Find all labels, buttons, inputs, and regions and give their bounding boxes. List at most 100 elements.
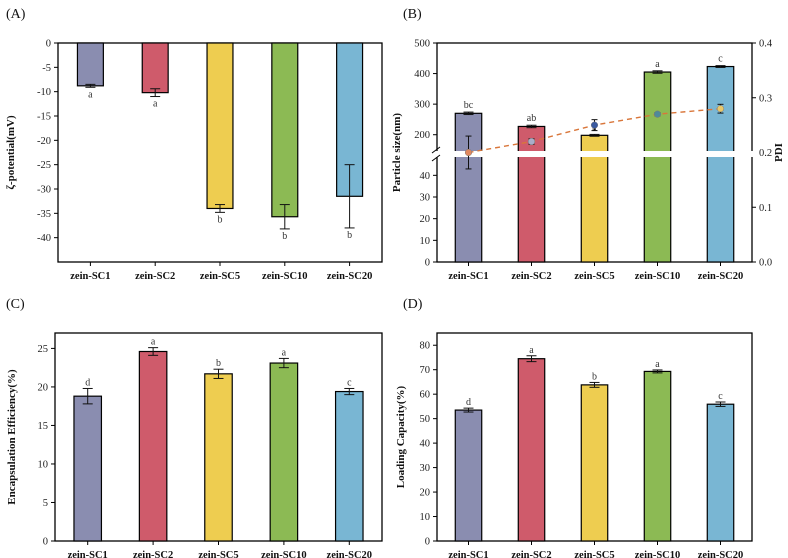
x-tick-label: zein-SC10 [261, 550, 307, 558]
y-tick-label: -15 [37, 112, 51, 123]
bar [643, 71, 672, 263]
x-tick-label: zein-SC1 [448, 550, 488, 558]
y-tick-label: 0 [425, 537, 430, 548]
x-tick-label: zein-SC20 [327, 550, 373, 558]
y2-tick-label: 0.3 [759, 93, 772, 104]
y-axis-label: Loading Capacity(%) [395, 385, 407, 488]
significance-label: d [466, 397, 471, 408]
axis-break-band [431, 151, 758, 157]
panel-label: (A) [6, 7, 26, 22]
bar [76, 42, 104, 87]
significance-label: a [88, 89, 93, 100]
x-tick-label: zein-SC1 [70, 271, 110, 282]
y-tick-label: 40 [420, 439, 431, 450]
x-tick-label: zein-SC20 [698, 550, 744, 558]
bar [706, 403, 735, 542]
y2-tick-label: 0.1 [759, 203, 772, 214]
bar [206, 42, 234, 210]
y-tick-label: 60 [420, 390, 431, 401]
bar [269, 362, 299, 542]
y-tick-label: 50 [420, 414, 431, 425]
significance-label: a [151, 337, 156, 348]
pdi-point [527, 138, 536, 146]
significance-label: b [216, 358, 221, 369]
axis-break-mark [431, 154, 441, 162]
y-tick-label: 500 [414, 39, 430, 50]
significance-label: d [85, 377, 90, 388]
y-tick-label: 40 [420, 171, 431, 182]
chart-panel-c: (C) 0 5 10 15 20 25 zein-SC1 zein-SC2 zein-SC5 zei… [6, 297, 383, 558]
y-tick-label: 70 [420, 365, 431, 376]
y-tick-label: 5 [43, 498, 48, 509]
y-tick-label: 0 [46, 39, 51, 50]
significance-label: b [592, 371, 597, 382]
y2-axis-label: PDI [773, 143, 785, 162]
y-tick-label: -40 [37, 233, 51, 244]
y-tick-label: 20 [38, 382, 49, 393]
bar [271, 42, 299, 218]
pdi-point [716, 105, 725, 113]
pdi-point [653, 110, 662, 118]
significance-label: a [153, 99, 158, 110]
y-tick-label: -10 [37, 87, 51, 98]
y-tick-label: -5 [42, 63, 51, 74]
y2-tick-label: 0.4 [759, 39, 773, 50]
x-tick-label: zein-SC2 [511, 550, 551, 558]
y-tick-label: 80 [420, 341, 431, 352]
x-tick-label: zein-SC5 [574, 271, 614, 282]
significance-label: b [282, 231, 287, 242]
x-tick-label: zein-SC1 [68, 550, 108, 558]
x-tick-label: zein-SC1 [448, 271, 488, 282]
y-tick-label: 0 [425, 258, 430, 269]
significance-label: a [655, 359, 660, 370]
significance-label: bc [464, 100, 474, 111]
bar [706, 65, 735, 263]
y-tick-label: 10 [38, 459, 49, 470]
x-tick-label: zein-SC2 [133, 550, 173, 558]
y-axis-label: Encapsulation Efficiency(%) [6, 369, 18, 505]
panel-label: (B) [403, 7, 422, 22]
significance-label: c [718, 391, 723, 402]
y-tick-label: 10 [420, 236, 431, 247]
x-tick-label: zein-SC20 [327, 271, 373, 282]
y-axis-label: Particle size(nm) [391, 113, 403, 192]
y-tick-label: 30 [420, 463, 431, 474]
bar [334, 390, 364, 542]
x-tick-label: zein-SC10 [635, 271, 681, 282]
bar [204, 373, 233, 542]
x-tick-label: zein-SC5 [574, 550, 614, 558]
chart-panel-b: (B) 200 300 400 500 0 10 20 30 40 0.0 0.1 0.2 0.3 0.4 z… [391, 7, 785, 282]
x-tick-label: zein-SC5 [198, 550, 238, 558]
y-tick-label: -20 [37, 136, 51, 147]
axis-break-mark [431, 146, 441, 154]
bar [454, 409, 483, 542]
y-tick-label: -30 [37, 185, 51, 196]
bar [580, 384, 609, 542]
bar [141, 42, 169, 94]
chart-panel-a: (A) 0 -5 -10 -15 -20 -25 -30 -35 -40 zein-SC1 zein-… [5, 7, 383, 282]
x-tick-label: zein-SC10 [262, 271, 308, 282]
significance-label: a [282, 347, 287, 358]
bar [643, 370, 672, 542]
y-tick-label: 25 [38, 344, 49, 355]
chart-panel-d: (D) 0 10 20 30 40 50 60 70 80 zein-SC1 zein-SC2 zein… [395, 297, 753, 558]
y2-tick-label: 0.0 [759, 258, 772, 269]
y-axis-label: ζ-potential(mV) [5, 115, 17, 190]
pdi-point [464, 148, 473, 157]
x-tick-label: zein-SC20 [698, 271, 744, 282]
bar [73, 395, 103, 542]
x-tick-label: zein-SC10 [635, 550, 681, 558]
x-tick-label: zein-SC5 [200, 271, 240, 282]
y-tick-label: 0 [43, 537, 48, 548]
y-tick-label: -25 [37, 160, 51, 171]
significance-label: c [718, 54, 723, 65]
pdi-point [590, 121, 599, 129]
y-tick-label: 30 [420, 193, 431, 204]
y-tick-label: -35 [37, 209, 51, 220]
significance-label: c [347, 377, 352, 388]
y-tick-label: 20 [420, 214, 431, 225]
significance-label: a [655, 59, 660, 70]
significance-label: ab [527, 113, 536, 124]
panel-label: (C) [6, 297, 25, 312]
